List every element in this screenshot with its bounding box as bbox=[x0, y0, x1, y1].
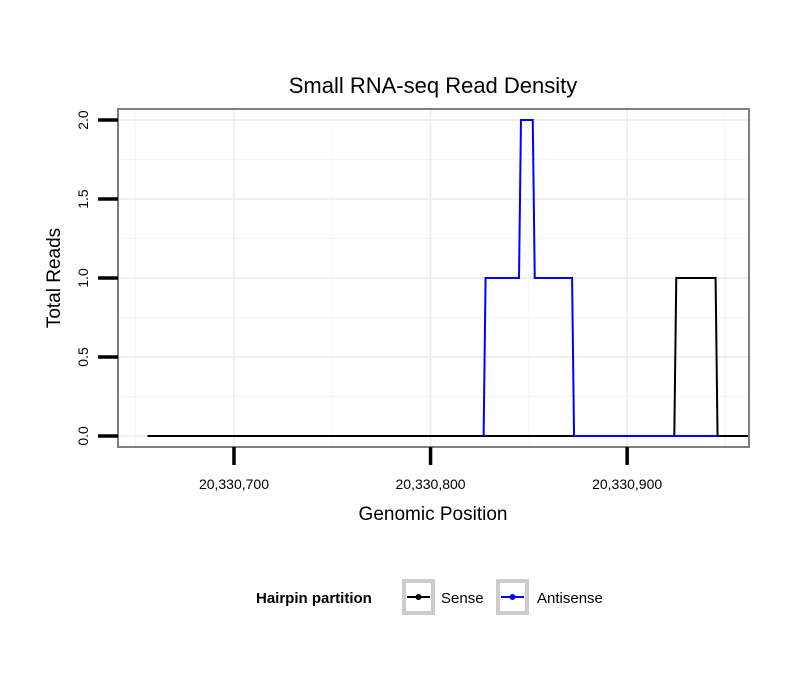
series-line-antisense bbox=[482, 119, 718, 437]
y-tick-label: 1.5 bbox=[75, 189, 91, 209]
y-axis-title: Total Reads bbox=[44, 228, 65, 328]
legend-item-antisense: Antisense bbox=[496, 579, 603, 615]
legend-label-sense: Sense bbox=[441, 590, 484, 607]
x-axis: 20,330,700 20,330,800 20,330,900 bbox=[199, 447, 662, 492]
gridlines bbox=[118, 109, 749, 447]
y-axis: 0.0 0.5 1.0 1.5 2.0 bbox=[75, 110, 118, 446]
legend-dot-sense bbox=[415, 594, 422, 600]
legend-title: Hairpin partition bbox=[256, 590, 372, 607]
series-layer bbox=[147, 119, 749, 437]
x-tick-label: 20,330,800 bbox=[396, 476, 466, 492]
x-axis-title: Genomic Position bbox=[359, 504, 508, 525]
chart-title: Small RNA-seq Read Density bbox=[289, 73, 578, 98]
x-tick-label: 20,330,900 bbox=[592, 476, 662, 492]
y-tick-label: 0.0 bbox=[75, 426, 91, 446]
y-tick-label: 1.0 bbox=[75, 268, 91, 288]
y-tick-label: 2.0 bbox=[75, 110, 91, 130]
legend: Hairpin partition Sense Antisense bbox=[256, 579, 603, 615]
legend-item-sense: Sense bbox=[402, 579, 484, 615]
x-tick-label: 20,330,700 bbox=[199, 476, 269, 492]
legend-dot-antisense bbox=[509, 594, 516, 600]
legend-label-antisense: Antisense bbox=[537, 590, 603, 607]
y-tick-label: 0.5 bbox=[75, 347, 91, 367]
